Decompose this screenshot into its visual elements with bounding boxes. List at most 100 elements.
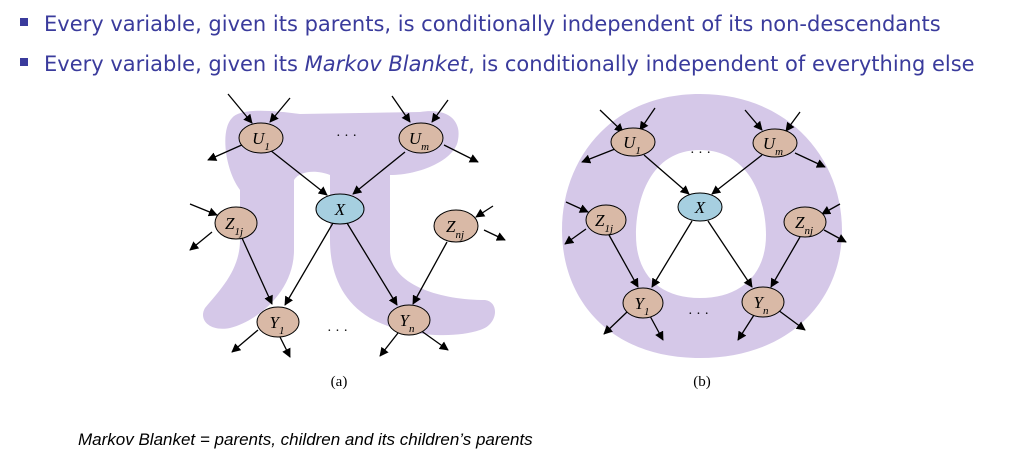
node-x-b: X xyxy=(677,192,723,222)
dots-children-a: · · · xyxy=(327,324,348,339)
arrow-in-u1-right-b xyxy=(639,107,656,131)
arrow-out-u1-b xyxy=(581,148,616,164)
node-u1-subscript-b: 1 xyxy=(635,145,641,157)
arrow-out-y1-right-b xyxy=(649,315,664,341)
bullet-2-emphasis: Markov Blanket xyxy=(304,52,469,76)
arrow-out-yn-right-b xyxy=(777,309,806,331)
svg-text:Um: Um xyxy=(763,134,783,158)
arrow-out-z1j-a xyxy=(189,231,213,251)
node-yn-b: Yn xyxy=(741,286,785,318)
arrow-in-um-left-b xyxy=(744,109,763,131)
node-yn-label-b: Y xyxy=(754,293,765,312)
bullet-point-2: Every variable, given its Markov Blanket… xyxy=(20,52,975,76)
bullet-2-text-start: Every variable, given its xyxy=(44,52,305,76)
node-y1-subscript-b: 1 xyxy=(644,306,650,318)
node-znj-a: Znj xyxy=(433,209,479,243)
node-znj-b: Znj xyxy=(783,206,827,238)
bullet-2-text-end: , is conditionally independent of everyt… xyxy=(468,52,975,76)
node-z1j-a: Z1j xyxy=(214,206,258,240)
arrow-out-y1-left-a xyxy=(231,329,259,353)
bullet-1-text: Every variable, given its parents, is co… xyxy=(44,12,941,36)
arrow-out-znj-b xyxy=(823,229,847,243)
node-um-label-a: U xyxy=(409,129,423,148)
arrow-in-znj-a xyxy=(475,205,494,218)
arrow-um-x-a xyxy=(352,151,406,195)
svg-text:Z1j: Z1j xyxy=(595,211,613,235)
node-um-a: Um xyxy=(398,122,444,154)
node-yn-label-a: Y xyxy=(400,311,411,330)
panel-a: · · · · · · U1 xyxy=(189,93,506,390)
arrow-out-u1-a xyxy=(207,143,245,161)
arrow-out-z1j-b xyxy=(564,228,587,245)
arrow-z1j-y1-b xyxy=(608,234,639,288)
node-y1-subscript-a: 1 xyxy=(279,325,285,337)
arrow-x-yn-b xyxy=(707,220,753,288)
node-u1-label-a: U xyxy=(252,129,266,148)
arrow-znj-yn-a xyxy=(412,241,448,305)
node-x-a: X xyxy=(315,193,365,225)
panel-label-a: (a) xyxy=(331,374,348,390)
arrow-um-x-b xyxy=(711,154,763,195)
arrow-z1j-y1-a xyxy=(241,237,273,305)
node-z1j-label-b: Z xyxy=(595,211,605,230)
svg-text:Znj: Znj xyxy=(446,217,464,241)
arrow-out-znj-a xyxy=(483,229,506,241)
svg-text:Y1: Y1 xyxy=(635,294,650,318)
arrow-out-y1-left-b xyxy=(603,311,628,335)
arrow-x-y1-b xyxy=(651,220,693,288)
arrow-out-um-a xyxy=(443,144,479,163)
arrow-in-um-right-a xyxy=(431,99,449,123)
arrow-znj-yn-b xyxy=(770,236,801,288)
node-znj-subscript-b: nj xyxy=(804,225,813,237)
bullet-point-1: Every variable, given its parents, is co… xyxy=(20,12,941,36)
node-u1-label-b: U xyxy=(623,133,637,152)
arrow-out-yn-left-a xyxy=(379,332,399,357)
node-z1j-subscript-a: 1j xyxy=(234,226,243,238)
node-um-label-b: U xyxy=(763,134,777,153)
node-y1-label-b: Y xyxy=(635,294,646,313)
arrow-x-yn-a xyxy=(346,222,398,306)
dots-children-b: · · · xyxy=(688,307,709,322)
arrow-in-um-left-a xyxy=(391,95,411,123)
node-znj-label-b: Z xyxy=(795,213,805,232)
dots-parents-b: · · · xyxy=(690,146,711,161)
node-x-label-b: X xyxy=(694,198,706,217)
panel-b: · · · · · · U1 xyxy=(562,94,847,390)
node-z1j-b: Z1j xyxy=(585,204,627,236)
arrow-out-yn-right-a xyxy=(419,329,449,351)
arrow-in-z1j-a xyxy=(189,203,218,217)
arrow-u1-x-a xyxy=(269,149,328,196)
arrow-in-u1-right-a xyxy=(269,97,291,123)
arrow-u1-x-b xyxy=(643,154,690,195)
node-znj-subscript-a: nj xyxy=(455,229,464,241)
svg-text:Y1: Y1 xyxy=(270,313,285,337)
arrow-in-u1-left-a xyxy=(227,93,253,124)
node-um-b: Um xyxy=(752,128,798,158)
svg-text:Znj: Znj xyxy=(795,213,813,237)
svg-text:Yn: Yn xyxy=(754,293,769,317)
node-um-subscript-b: m xyxy=(775,146,783,158)
node-x-label-a: X xyxy=(334,200,346,219)
markov-blanket-caption: Markov Blanket = parents, children and i… xyxy=(78,430,533,449)
arrow-out-yn-left-b xyxy=(737,314,755,341)
arrow-in-z1j-b xyxy=(565,201,589,213)
dots-parents-a: · · · xyxy=(336,129,357,144)
node-u1-b: U1 xyxy=(610,127,656,157)
arrow-in-u1-left-b xyxy=(599,109,624,133)
node-znj-label-a: Z xyxy=(446,217,456,236)
arrow-out-y1-right-a xyxy=(279,336,291,358)
svg-text:U1: U1 xyxy=(252,129,270,153)
panel-label-b: (b) xyxy=(693,374,711,390)
node-y1-b: Y1 xyxy=(622,287,664,319)
bullet-square-icon xyxy=(20,18,28,26)
arrow-in-znj-b xyxy=(821,203,841,215)
arrow-x-y1-a xyxy=(284,222,334,306)
node-yn-a: Yn xyxy=(387,304,431,336)
svg-text:Z1j: Z1j xyxy=(225,214,243,238)
bullet-square-icon xyxy=(20,58,28,66)
node-um-subscript-a: m xyxy=(421,141,429,153)
node-y1-label-a: Y xyxy=(270,313,281,332)
svg-text:Yn: Yn xyxy=(400,311,415,335)
node-u1-subscript-a: 1 xyxy=(264,141,270,153)
